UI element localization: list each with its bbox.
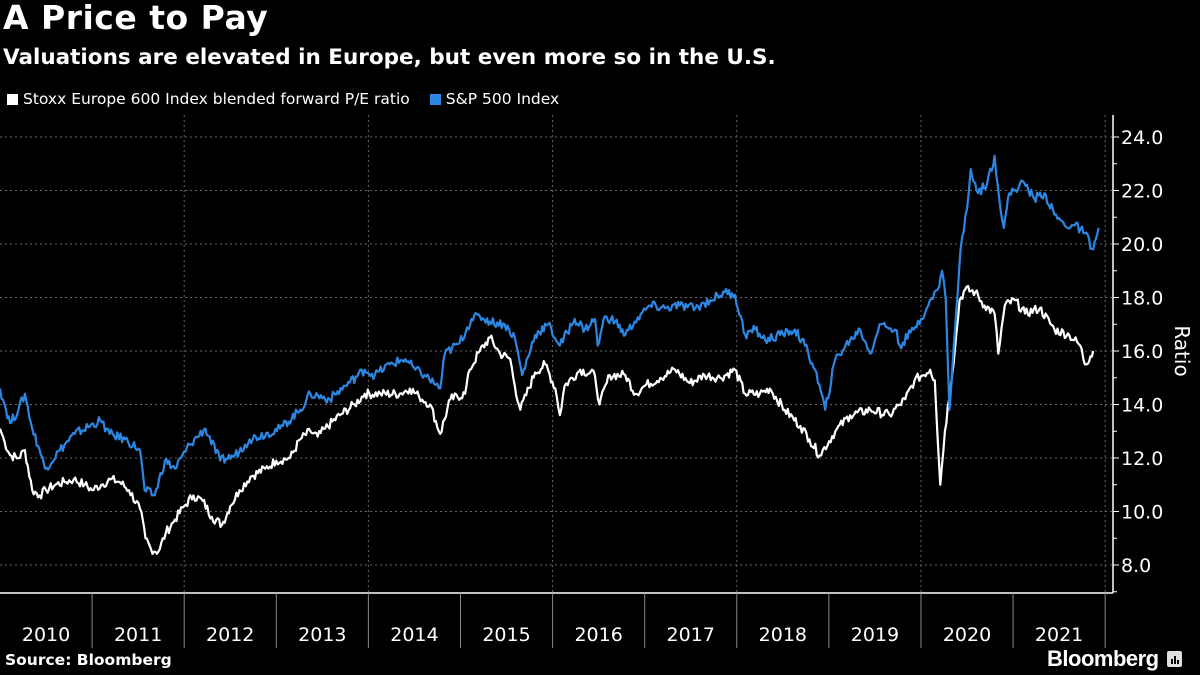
gridlines [0, 115, 1113, 593]
legend: Stoxx Europe 600 Index blended forward P… [7, 90, 579, 108]
x-tick-label: 2017 [667, 624, 715, 646]
chart-title: A Price to Pay [3, 0, 269, 37]
x-tick-label: 2019 [851, 624, 899, 646]
x-tick-label: 2015 [482, 624, 530, 646]
series-lines [0, 154, 1100, 555]
x-tick-label: 2013 [298, 624, 346, 646]
brand-text: Bloomberg [1047, 646, 1159, 671]
x-tick-label: 2020 [943, 624, 991, 646]
y-tick-label: 14.0 [1121, 395, 1163, 417]
y-tick-label: 10.0 [1121, 502, 1163, 524]
source-note: Source: Bloomberg [5, 651, 172, 669]
y-axis-label: Ratio [1170, 325, 1194, 376]
x-tick-label: 2010 [22, 624, 70, 646]
x-tick-label: 2012 [206, 624, 254, 646]
legend-swatch-sp500 [429, 93, 441, 105]
x-tick-label: 2011 [114, 624, 162, 646]
y-tick-label: 20.0 [1121, 234, 1163, 256]
y-tick-label: 24.0 [1121, 127, 1163, 149]
x-tick-label: 2016 [574, 624, 622, 646]
y-tick-label: 8.0 [1121, 555, 1151, 577]
legend-item-sp500: S&P 500 Index [429, 90, 560, 108]
legend-item-stoxx: Stoxx Europe 600 Index blended forward P… [7, 90, 410, 108]
x-tick-label: 2014 [390, 624, 438, 646]
y-tick-label: 12.0 [1121, 448, 1163, 470]
series-line-stoxx [0, 284, 1095, 555]
series-line-sp500 [0, 154, 1100, 497]
x-tick-label: 2018 [759, 624, 807, 646]
legend-label-sp500: S&P 500 Index [445, 90, 560, 108]
y-tick-label: 16.0 [1121, 341, 1163, 363]
chart-subtitle: Valuations are elevated in Europe, but e… [3, 45, 776, 70]
legend-swatch-stoxx [7, 93, 18, 105]
y-tick-label: 18.0 [1121, 288, 1163, 310]
x-tick-label: 2021 [1035, 624, 1083, 646]
legend-label-stoxx: Stoxx Europe 600 Index blended forward P… [23, 90, 410, 108]
bloomberg-chart-icon [1166, 651, 1182, 667]
axes: 8.0 10.0 12.0 14.0 16.0 18.0 20.0 22.0 24.0 2010 2… [0, 115, 1163, 648]
bloomberg-logo: Bloomberg [1047, 646, 1182, 672]
y-tick-label: 22.0 [1121, 181, 1163, 203]
